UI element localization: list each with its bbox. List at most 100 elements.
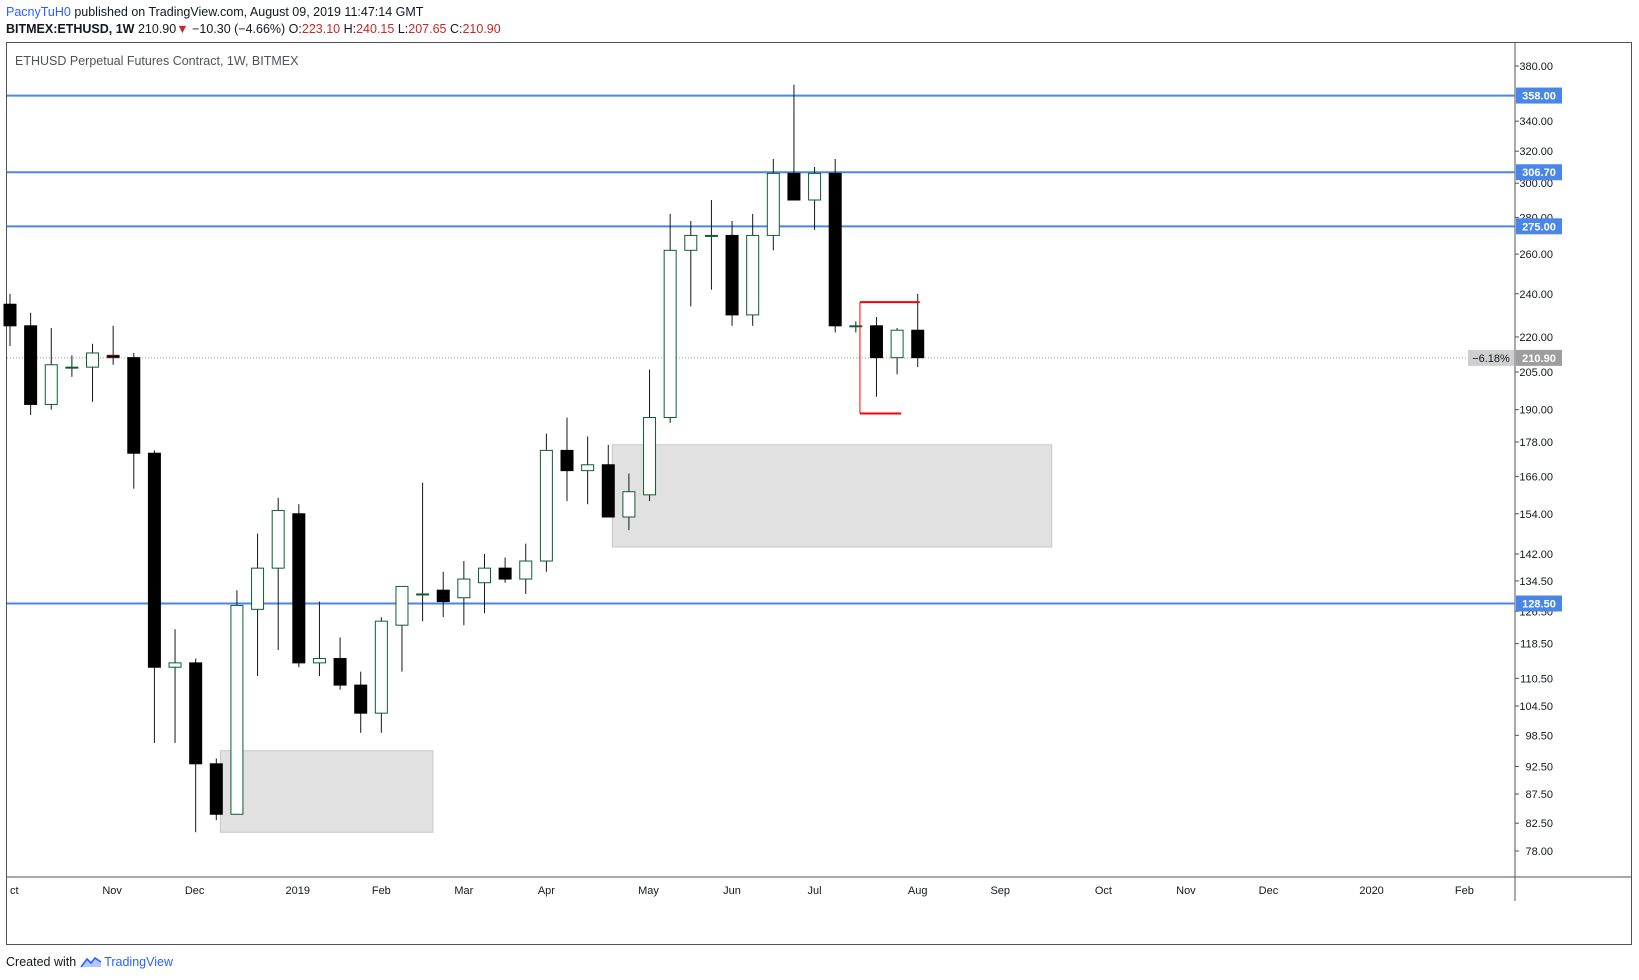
y-tick-label: 166.00 <box>1519 472 1553 484</box>
candle-down <box>127 357 141 454</box>
y-tick-label: 98.50 <box>1525 730 1553 742</box>
chart-title: ETHUSD Perpetual Futures Contract, 1W, B… <box>15 54 299 68</box>
candle-up <box>519 560 533 580</box>
candle-up <box>44 364 58 405</box>
y-tick-label: 82.50 <box>1525 818 1553 830</box>
candle-down <box>828 172 842 327</box>
publish-text: published on TradingView.com, August 09,… <box>74 5 424 19</box>
high-label: H: <box>343 22 357 36</box>
candle-up <box>477 567 491 584</box>
candle-down <box>436 589 450 603</box>
y-tick-label: 190.00 <box>1519 405 1553 417</box>
candle-down <box>106 354 120 359</box>
open-label: O: <box>288 22 302 36</box>
chart-frame <box>6 42 1632 945</box>
y-tick-label: 92.50 <box>1525 761 1553 773</box>
candle-up <box>684 234 698 251</box>
author-link[interactable]: PacnyTuH0 <box>6 5 71 19</box>
level-price-tag <box>1516 87 1562 104</box>
level-price-tag <box>1516 164 1562 181</box>
candle-down <box>292 513 306 664</box>
last-price-label: 210.90 <box>1522 353 1556 365</box>
x-tick-label: Dec <box>185 885 205 897</box>
x-tick-label: ct <box>10 885 19 897</box>
y-tick-label: 78.00 <box>1525 846 1553 858</box>
candle-up <box>251 567 265 610</box>
open-value: 223.10 <box>301 22 341 36</box>
candle-down <box>333 658 347 686</box>
y-tick-label: 220.00 <box>1519 332 1553 344</box>
high-value: 240.15 <box>356 22 395 36</box>
candle-up <box>746 234 760 316</box>
tradingview-link[interactable]: TradingView <box>80 955 173 969</box>
candle-down <box>209 763 223 815</box>
demand-zone-1 <box>611 444 1053 548</box>
price-change: −10.30 (−4.66%) <box>192 22 286 36</box>
candle-up <box>643 417 657 496</box>
y-tick-label: 380.00 <box>1519 61 1553 73</box>
down-arrow-icon: ▼ <box>176 22 189 36</box>
candle-up <box>539 449 553 562</box>
y-tick-label: 142.00 <box>1519 549 1553 561</box>
candle-up <box>271 510 285 569</box>
candle-up <box>849 325 863 328</box>
candle-up <box>86 352 100 368</box>
x-tick-label: Feb <box>1455 885 1474 897</box>
candle-up <box>65 366 79 369</box>
level-price-label: 306.70 <box>1522 167 1556 179</box>
level-price-label: 358.00 <box>1522 91 1556 103</box>
y-tick-label: 87.50 <box>1525 789 1553 801</box>
candle-down <box>24 325 38 405</box>
y-tick-label: 110.50 <box>1520 673 1553 685</box>
x-tick-label: Mar <box>454 885 473 897</box>
change-percent-label: −6.18% <box>1472 353 1510 365</box>
candle-up <box>374 620 388 714</box>
y-tick-label: 320.00 <box>1519 146 1553 158</box>
candle-down <box>498 567 512 580</box>
tradingview-logo-icon <box>80 956 102 968</box>
candle-down <box>147 452 161 668</box>
candle-down <box>354 684 368 714</box>
y-tick-label: 205.00 <box>1519 367 1553 379</box>
candle-down <box>787 172 801 201</box>
last-price: 210.90 <box>137 22 177 36</box>
symbol-info: BITMEX:ETHUSD, 1W 210.90▼ −10.30 (−4.66%… <box>6 22 501 36</box>
x-tick-label: Feb <box>372 885 391 897</box>
candle-up <box>808 172 822 201</box>
change-percent-tag <box>1468 349 1514 366</box>
footer: Created with TradingView <box>6 955 173 969</box>
y-tick-label: 154.00 <box>1519 509 1553 521</box>
candle-down <box>869 325 883 359</box>
x-tick-label: Oct <box>1095 885 1112 897</box>
candle-up <box>622 491 636 518</box>
x-tick-label: May <box>638 885 659 897</box>
x-tick-label: Aug <box>908 885 928 897</box>
y-tick-label: 340.00 <box>1519 116 1553 128</box>
x-tick-label: Jul <box>808 885 822 897</box>
x-tick-label: 2019 <box>286 885 310 897</box>
candle-up <box>395 585 409 626</box>
close-label: C: <box>449 22 463 36</box>
x-tick-label: 2020 <box>1359 885 1383 897</box>
candle-down <box>725 234 739 316</box>
candle-up <box>890 329 904 359</box>
y-tick-label: 118.50 <box>1520 639 1553 651</box>
y-tick-label: 260.00 <box>1519 249 1553 261</box>
candle-up <box>704 234 718 237</box>
y-tick-label: 134.50 <box>1519 576 1553 588</box>
candle-up <box>416 593 430 596</box>
candle-up <box>663 249 677 419</box>
level-price-tag <box>1516 218 1562 235</box>
x-tick-label: Nov <box>1176 885 1196 897</box>
level-price-tag <box>1516 595 1562 612</box>
low-label: L: <box>397 22 409 36</box>
candle-up <box>230 604 244 815</box>
created-with-text: Created with <box>6 955 77 969</box>
y-tick-label: 178.00 <box>1519 437 1553 449</box>
x-tick-label: Apr <box>538 885 555 897</box>
x-tick-label: Dec <box>1259 885 1279 897</box>
x-tick-label: Jun <box>723 885 741 897</box>
y-tick-label: 104.50 <box>1519 701 1553 713</box>
tradingview-brand: TradingView <box>104 955 173 969</box>
